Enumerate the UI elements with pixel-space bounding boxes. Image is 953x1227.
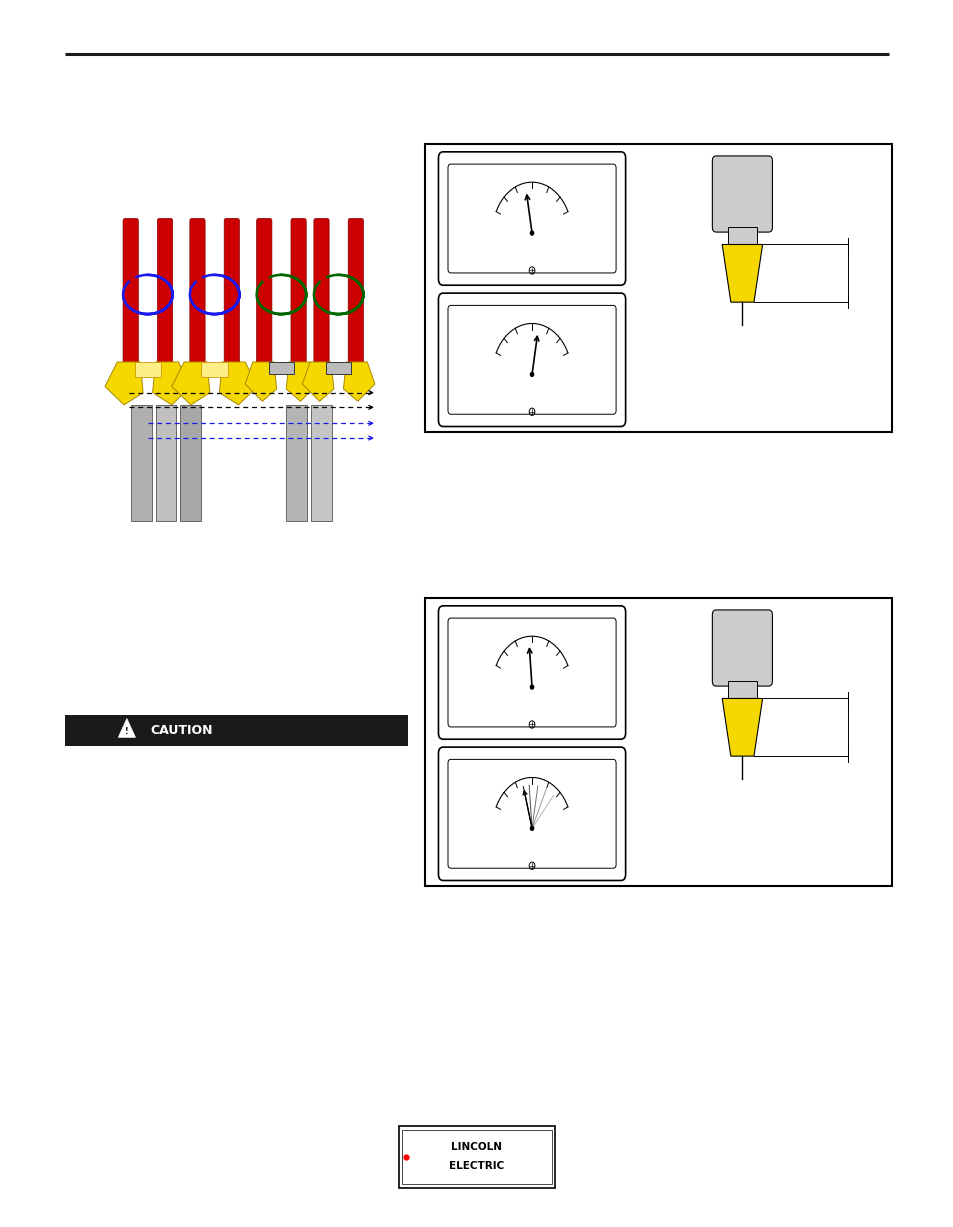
Polygon shape	[721, 698, 761, 756]
FancyBboxPatch shape	[256, 218, 272, 364]
FancyBboxPatch shape	[448, 618, 616, 726]
Bar	[326, 362, 351, 374]
FancyBboxPatch shape	[438, 293, 625, 427]
Polygon shape	[152, 362, 191, 405]
FancyBboxPatch shape	[448, 164, 616, 272]
Text: !: !	[125, 728, 129, 736]
FancyBboxPatch shape	[190, 218, 205, 364]
FancyBboxPatch shape	[438, 152, 625, 285]
Text: ELECTRIC: ELECTRIC	[449, 1161, 504, 1171]
Bar	[401, 1130, 552, 1184]
Polygon shape	[245, 362, 276, 401]
Bar	[424, 144, 891, 432]
Polygon shape	[219, 362, 257, 405]
Polygon shape	[302, 362, 334, 401]
Bar	[65, 715, 408, 746]
Circle shape	[530, 685, 533, 690]
FancyBboxPatch shape	[123, 218, 138, 364]
Bar	[180, 405, 201, 521]
Bar	[311, 405, 332, 521]
Bar	[155, 405, 176, 521]
Circle shape	[530, 826, 533, 831]
Bar	[131, 405, 152, 521]
Bar	[727, 227, 756, 244]
FancyBboxPatch shape	[712, 610, 772, 686]
Bar	[424, 598, 891, 886]
FancyBboxPatch shape	[438, 606, 625, 739]
FancyBboxPatch shape	[291, 218, 306, 364]
Polygon shape	[105, 362, 143, 405]
FancyBboxPatch shape	[438, 747, 625, 881]
Polygon shape	[286, 362, 317, 401]
Polygon shape	[172, 362, 210, 405]
Bar	[286, 405, 307, 521]
Bar	[134, 362, 161, 377]
FancyBboxPatch shape	[448, 306, 616, 415]
Polygon shape	[721, 244, 761, 302]
Bar	[398, 1126, 555, 1188]
FancyBboxPatch shape	[157, 218, 172, 364]
Text: LINCOLN: LINCOLN	[451, 1142, 502, 1152]
Bar	[269, 362, 294, 374]
FancyBboxPatch shape	[224, 218, 239, 364]
FancyBboxPatch shape	[314, 218, 329, 364]
Polygon shape	[118, 719, 135, 737]
FancyBboxPatch shape	[448, 760, 616, 869]
Text: CAUTION: CAUTION	[151, 724, 213, 737]
Polygon shape	[343, 362, 375, 401]
FancyBboxPatch shape	[348, 218, 363, 364]
FancyBboxPatch shape	[712, 156, 772, 232]
Bar	[201, 362, 228, 377]
Circle shape	[530, 231, 533, 236]
Circle shape	[530, 372, 533, 377]
Bar	[727, 681, 756, 698]
